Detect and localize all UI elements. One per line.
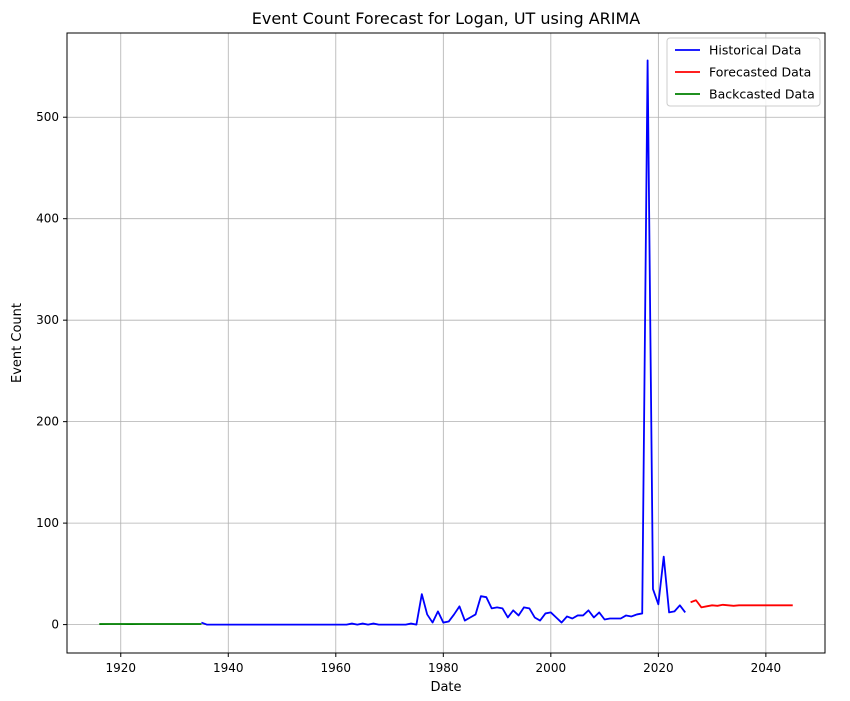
legend-box xyxy=(666,37,821,107)
x-tick-label: 2000 xyxy=(536,661,567,675)
x-tick-label: 2020 xyxy=(643,661,674,675)
axis-ticks: 1920 1940 1960 1980 2000 2020 2040 0 100 200 300 40… xyxy=(36,110,781,675)
series-line-forecasted-data xyxy=(690,599,793,609)
x-tick-label: 1920 xyxy=(105,661,136,675)
legend-label-backcasted-data: Backcasted Data xyxy=(709,87,815,102)
x-tick-label: 2040 xyxy=(751,661,782,675)
legend-label-historical-data: Historical Data xyxy=(709,43,801,58)
y-tick-label: 0 xyxy=(51,618,59,632)
legend: Historical Data Forecasted Data Backcasted… xyxy=(666,37,821,107)
y-tick-label: 500 xyxy=(36,110,59,124)
chart-title: Event Count Forecast for Logan, UT using… xyxy=(252,9,641,28)
x-tick-label: 1960 xyxy=(321,661,352,675)
y-axis-label: Event Count xyxy=(10,303,25,383)
y-tick-label: 400 xyxy=(36,212,59,226)
x-axis-label: Date xyxy=(430,680,461,695)
series-line-historical-data xyxy=(201,59,686,626)
y-tick-label: 100 xyxy=(36,516,59,530)
plot-area-frame xyxy=(66,32,826,654)
series-layer xyxy=(99,59,793,626)
y-tick-label: 300 xyxy=(36,313,59,327)
x-tick-label: 1940 xyxy=(213,661,244,675)
x-tick-label: 1980 xyxy=(428,661,459,675)
legend-label-forecasted-data: Forecasted Data xyxy=(709,65,811,80)
y-tick-label: 200 xyxy=(36,415,59,429)
